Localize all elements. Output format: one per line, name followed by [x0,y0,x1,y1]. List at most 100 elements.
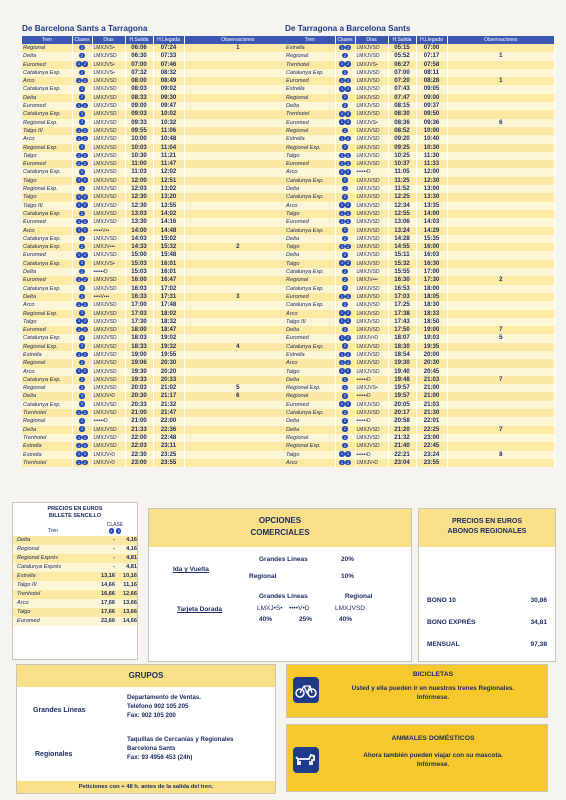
timetable-title: De Barcelona Sants a Tarragona [22,24,148,33]
train-class: 2 [335,52,356,61]
train-class: 2 [335,251,356,260]
train-days: LMXJVSD [355,359,389,368]
arrival-time: 19:55 [153,350,185,360]
train-days: LMXJVSD [355,309,389,318]
train-name: Regional [285,392,336,401]
train-class: 2 [72,417,93,426]
departure-time: 07:32 [125,68,154,78]
train-name: Arco [285,201,336,210]
second-class-icon: 2 [345,260,351,266]
train-days: LMXJVSD [92,342,126,351]
departure-time: 11:05 [388,168,417,177]
table-row: Catalunya Exp. 2 LMXJVSD 11:03 12:02 [22,168,292,177]
observation [447,359,555,368]
train-days: LMXJV••• [355,276,389,285]
train-name: Trenhotel [285,110,336,119]
observation [447,218,555,227]
arrival-time: 17:48 [153,301,185,310]
departure-time: 10:03 [125,143,154,152]
table-row: Delta 2 LMXJVSD 11:52 13:00 [285,185,555,194]
observation [184,284,292,293]
train-name: Delta [285,102,336,111]
train-name: Regional [285,433,336,443]
first-class-icon: 1 [339,401,345,407]
train-class: 2 [335,143,356,152]
second-class-icon: 2 [342,94,348,100]
arrival-time: 18:33 [416,309,448,318]
first-class-icon: 1 [76,102,82,109]
observation [184,251,292,260]
departure-time: 14:55 [388,243,417,252]
train-name: Trenhotel [285,60,336,69]
table-row: Talgo III 1 2 LMXJVSD 12:30 13:55 [22,201,292,210]
observation [184,77,292,86]
second-class-icon: 2 [342,426,348,432]
price-row: Trenhotel 16,66 12,66 [13,590,137,600]
train-class: 2 [72,185,93,194]
departure-time: 18:00 [125,326,154,335]
arrival-time: 20:45 [416,367,448,376]
table-row: Regional 2 LMXJVS• 06:06 07:24 1 [22,44,292,53]
train-class: 2 [72,400,93,410]
table-row: Delta 2 LMXJVSD 08:15 09:37 [285,102,555,111]
long-distance-label: Grandes Líneas [259,556,308,563]
first-class-icon: 1 [76,451,82,457]
table-row: Euromed 1 2 LMXJVSD 11:00 11:47 [22,160,292,169]
train-name: Regional Exp. [22,309,73,318]
train-days: LMXJVSD [355,433,389,443]
column-header: H.Llegada [416,36,448,44]
train-name: Estrella [285,350,336,360]
second-class-icon: 2 [82,368,88,374]
arrival-time: 16:03 [416,251,448,260]
table-row: Catalunya Exp. 2 LMXJVSD 18:30 19:35 [285,342,555,351]
arrival-time: 21:03 [416,375,448,385]
departure-time: 19:40 [388,367,417,376]
first-class-icon: 1 [339,152,345,159]
arrival-time: 23:25 [153,450,185,459]
departure-time: 22:21 [388,450,417,459]
second-class-icon: 2 [345,202,351,208]
departure-time: 20:58 [388,417,417,426]
observation [184,334,292,343]
column-header: Tren [285,36,336,44]
pct-3: 40% [339,616,353,623]
timetable-title: De Tarragona a Barcelona Sants [285,24,411,33]
price-first-class: 13,16 [101,573,115,580]
train-name: Euromed [285,118,336,127]
first-class-icon: 1 [76,252,82,258]
price-train: Arco [17,600,29,607]
first-class-icon: 1 [76,409,82,416]
train-days: LMXJVSD [355,93,389,103]
train-name: Delta [22,292,73,302]
arrival-time: 11:21 [153,151,185,161]
commercial-options: OPCIONES COMERCIALES Ida y Vuelta Grande… [148,508,412,662]
train-name: Talgo [285,243,336,252]
observation [447,68,555,78]
table-row: Regional Exp. 2 LMXJVSD 17:03 18:02 [22,309,292,318]
arrival-time: 14:48 [153,226,185,235]
departure-time: 11:00 [125,160,154,169]
train-days: LMXJVSD [355,218,389,227]
train-class: 2 [72,93,93,103]
table-row: Regional 2 LMXJVSD 07:47 09:00 [285,93,555,103]
arrival-time: 12:51 [153,176,185,186]
departure-time: 09:00 [125,102,154,111]
observation [447,367,555,376]
table-row: Delta 2 LMXJV•D 20:30 21:17 6 [22,392,292,401]
arrival-time: 11:04 [153,143,185,152]
passes-title: PRECIOS EN EUROS ABONOS REGIONALES [419,509,555,547]
table-row: Regional 2 LMXJVSD 08:52 10:00 [285,126,555,136]
train-days: LMXJVSD [355,317,389,327]
train-name: Arco [22,135,73,144]
second-class-icon: 2 [79,260,85,266]
departure-time: 19:30 [125,367,154,376]
first-class-icon: 1 [339,318,345,324]
second-class-icon: 2 [342,418,348,424]
train-name: Catalunya Exp. [22,209,73,219]
train-days: LMXJVSD [92,209,126,219]
train-name: Delta [22,392,73,401]
